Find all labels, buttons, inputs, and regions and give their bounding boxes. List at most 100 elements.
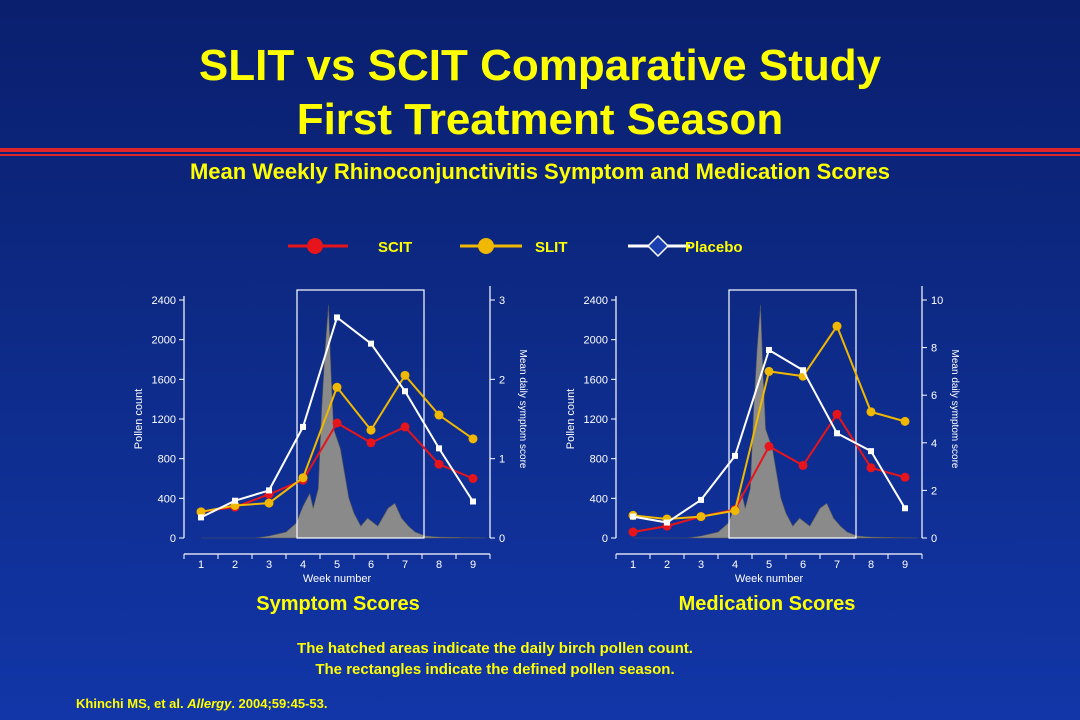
right-axis-tick-label: 2 bbox=[931, 485, 937, 497]
series-point-slit bbox=[832, 321, 842, 331]
series-point-slit bbox=[434, 410, 444, 420]
series-point-scit bbox=[764, 441, 774, 451]
series-point-scit bbox=[400, 422, 410, 432]
pollen-count-area bbox=[201, 304, 487, 539]
left-axis-tick-label: 400 bbox=[158, 493, 176, 505]
slide-subtitle: Mean Weekly Rhinoconjunctivitis Symptom … bbox=[189, 159, 891, 184]
symptom-scores-caption: Symptom Scores bbox=[256, 593, 420, 615]
right-axis-tick-label: 4 bbox=[931, 438, 937, 450]
pollen-season-rectangle bbox=[728, 289, 857, 539]
left-axis-tick-label: 1600 bbox=[584, 374, 608, 386]
series-point-scit bbox=[900, 472, 910, 482]
citation-authors: Khinchi MS, et al. bbox=[76, 696, 188, 711]
citation-journal: Allergy bbox=[187, 696, 232, 711]
chart-legend: SCIT SLIT Placebo bbox=[288, 234, 743, 258]
series-point-placebo bbox=[766, 346, 772, 353]
pollen-season-rectangle bbox=[296, 289, 425, 539]
series-point-slit bbox=[400, 370, 410, 380]
legend-marker-slit bbox=[478, 238, 494, 254]
slide-title-line2: First Treatment Season bbox=[296, 95, 784, 144]
left-axis-tick-label: 2000 bbox=[584, 335, 608, 347]
x-axis-tick-label: 9 bbox=[470, 559, 476, 571]
series-point-slit bbox=[468, 434, 478, 444]
series-point-scit bbox=[468, 474, 478, 483]
series-point-slit bbox=[196, 507, 206, 517]
note-line1: The hatched areas indicate the daily bir… bbox=[297, 640, 693, 657]
series-point-scit bbox=[434, 459, 444, 469]
right-axis-label: Mean daily symptom score bbox=[517, 350, 528, 469]
series-point-scit bbox=[832, 409, 842, 419]
series-point-placebo bbox=[902, 505, 908, 512]
series-point-placebo bbox=[664, 519, 670, 526]
x-axis-tick-label: 1 bbox=[198, 559, 204, 571]
legend-marker-placebo bbox=[646, 234, 670, 258]
x-axis-tick-label: 1 bbox=[630, 559, 636, 571]
series-point-scit bbox=[866, 463, 876, 473]
series-point-slit bbox=[298, 473, 308, 483]
series-point-slit bbox=[696, 512, 706, 522]
series-point-scit bbox=[628, 527, 638, 537]
x-axis-tick-label: 9 bbox=[902, 559, 908, 571]
series-point-scit bbox=[366, 438, 376, 448]
legend-marker-scit bbox=[307, 238, 323, 254]
left-axis-tick-label: 1200 bbox=[152, 414, 176, 426]
series-point-placebo bbox=[800, 367, 806, 374]
left-axis-label: Pollen count bbox=[133, 389, 145, 450]
right-axis-tick-label: 10 bbox=[931, 295, 943, 307]
right-axis-label: Mean daily symptom score bbox=[949, 350, 960, 469]
series-point-slit bbox=[900, 416, 910, 426]
left-axis-tick-label: 2400 bbox=[584, 295, 608, 307]
x-axis-label: Week number bbox=[303, 573, 372, 585]
left-axis-tick-label: 800 bbox=[158, 454, 176, 466]
series-point-slit bbox=[764, 366, 774, 376]
title-divider-thin bbox=[0, 154, 1080, 156]
citation: Khinchi MS, et al. Allergy. 2004;59:45-5… bbox=[76, 696, 327, 711]
x-axis-tick-label: 6 bbox=[368, 559, 374, 571]
left-axis-tick-label: 1600 bbox=[152, 374, 176, 386]
series-point-slit bbox=[366, 425, 376, 435]
right-axis-tick-label: 0 bbox=[499, 533, 505, 545]
series-point-slit bbox=[264, 498, 274, 508]
note-line2: The rectangles indicate the defined poll… bbox=[315, 661, 675, 678]
series-point-placebo bbox=[402, 388, 408, 395]
series-point-placebo bbox=[198, 514, 204, 521]
x-axis-tick-label: 2 bbox=[664, 559, 670, 571]
x-axis-tick-label: 6 bbox=[800, 559, 806, 571]
x-axis-tick-label: 3 bbox=[698, 559, 704, 571]
x-axis-tick-label: 8 bbox=[868, 559, 874, 571]
legend-label-placebo: Placebo bbox=[685, 239, 743, 256]
x-axis-tick-label: 2 bbox=[232, 559, 238, 571]
left-axis-tick-label: 1200 bbox=[584, 414, 608, 426]
x-axis-label: Week number bbox=[735, 573, 804, 585]
series-point-slit bbox=[866, 407, 876, 417]
x-axis-tick-label: 7 bbox=[402, 559, 408, 571]
right-axis-tick-label: 1 bbox=[499, 454, 505, 466]
left-axis-tick-label: 400 bbox=[590, 493, 608, 505]
legend-label-scit: SCIT bbox=[378, 239, 412, 256]
x-axis-tick-label: 5 bbox=[766, 559, 772, 571]
series-point-placebo bbox=[630, 513, 636, 520]
x-axis-tick-label: 4 bbox=[732, 559, 738, 571]
series-point-placebo bbox=[266, 487, 272, 494]
left-axis-tick-label: 800 bbox=[590, 454, 608, 466]
x-axis-tick-label: 8 bbox=[436, 559, 442, 571]
series-point-placebo bbox=[834, 430, 840, 437]
series-point-placebo bbox=[232, 497, 238, 504]
left-axis-tick-label: 0 bbox=[602, 533, 608, 545]
series-point-scit bbox=[798, 460, 808, 470]
citation-rest: . 2004;59:45-53. bbox=[231, 696, 328, 711]
series-point-slit bbox=[730, 506, 740, 516]
series-point-slit bbox=[332, 382, 342, 392]
slide-title-line1: SLIT vs SCIT Comparative Study bbox=[198, 41, 882, 90]
series-point-placebo bbox=[698, 496, 704, 503]
series-point-placebo bbox=[732, 452, 738, 459]
left-axis-tick-label: 0 bbox=[170, 533, 176, 545]
medication-scores-chart: 0 400 800 1200 1600 2000 2400 Pollen count 0 2 4 6 8… bbox=[565, 286, 960, 585]
x-axis-tick-label: 7 bbox=[834, 559, 840, 571]
series-point-placebo bbox=[436, 445, 442, 452]
series-point-placebo bbox=[868, 448, 874, 455]
title-divider bbox=[0, 148, 1080, 152]
left-axis-tick-label: 2000 bbox=[152, 335, 176, 347]
medication-scores-caption: Medication Scores bbox=[678, 593, 856, 615]
left-axis-tick-label: 2400 bbox=[152, 295, 176, 307]
